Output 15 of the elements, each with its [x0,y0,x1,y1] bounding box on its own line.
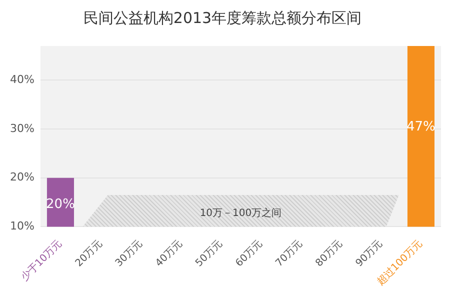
y-tick-label: 40% [10,73,34,86]
x-tick-label: 少于10万元 [18,237,64,284]
x-tick-label: 40万元 [154,238,185,270]
annotation: 10万－100万之间 [198,206,283,221]
y-tick-label: 30% [10,122,34,135]
y-tick-label: 20% [10,170,34,184]
y-tick-label: 10% [10,220,34,233]
x-tick-label: 30万元 [114,238,145,270]
x-tick-label: 90万元 [354,238,385,270]
x-tick-label: 70万元 [274,238,305,270]
x-tick-label: 60万元 [234,238,265,270]
x-tick-label: 80万元 [314,238,345,270]
x-tick-label: 20万元 [74,238,104,270]
chart-title: 民间公益机构2013年度筹款总额分布区间 [83,8,362,27]
x-tick-label: 50万元 [194,238,225,270]
